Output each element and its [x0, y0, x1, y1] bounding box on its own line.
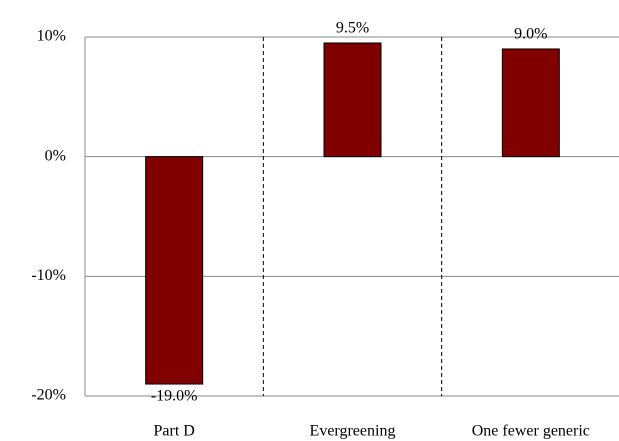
value-label: 9.5%: [336, 20, 369, 37]
bar: [501, 48, 560, 158]
y-tick-label: -10%: [31, 267, 66, 284]
value-label: 9.0%: [514, 26, 547, 43]
bar: [145, 156, 204, 385]
x-tick-label: Evergreening: [310, 423, 396, 440]
bar: [323, 42, 382, 158]
y-tick-label: 10%: [37, 28, 66, 45]
y-tick-label: -20%: [31, 387, 66, 404]
value-label: -19.0%: [151, 388, 198, 405]
x-tick-label: Part D: [154, 423, 195, 440]
y-tick-label: 0%: [45, 147, 66, 164]
x-tick-label: One fewer generic: [472, 423, 590, 440]
